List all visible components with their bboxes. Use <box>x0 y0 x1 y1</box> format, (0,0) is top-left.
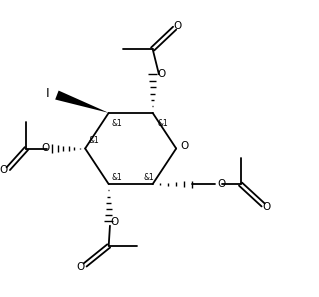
Text: &1: &1 <box>157 119 168 128</box>
Text: O: O <box>217 178 225 189</box>
Text: &1: &1 <box>112 173 122 182</box>
Text: O: O <box>0 165 8 175</box>
Text: O: O <box>110 217 118 227</box>
Polygon shape <box>55 91 109 113</box>
Text: O: O <box>157 69 166 79</box>
Text: O: O <box>180 141 188 151</box>
Text: I: I <box>46 87 49 100</box>
Text: &1: &1 <box>88 136 99 145</box>
Text: O: O <box>174 21 182 31</box>
Text: &1: &1 <box>143 173 154 182</box>
Text: &1: &1 <box>111 119 122 128</box>
Text: O: O <box>263 202 271 212</box>
Text: O: O <box>77 262 85 272</box>
Text: O: O <box>41 143 49 153</box>
